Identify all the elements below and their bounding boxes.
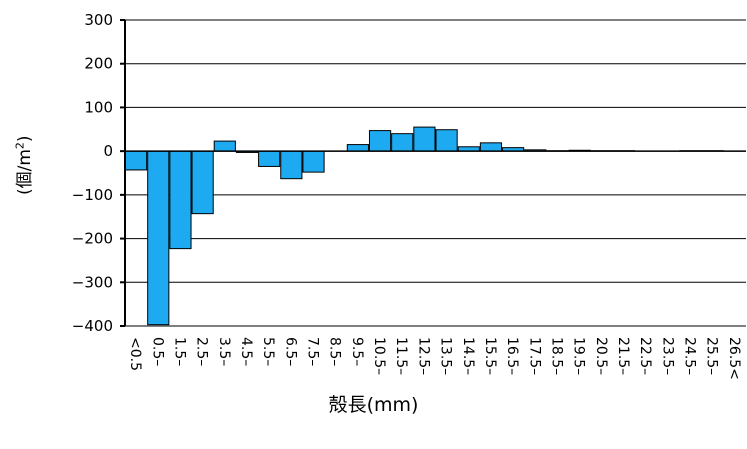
bar xyxy=(126,151,147,170)
x-tick-label: 26.5< xyxy=(726,337,742,380)
bar xyxy=(369,131,390,152)
y-tick-label: −200 xyxy=(72,230,113,248)
bar xyxy=(148,151,169,325)
x-tick-label: 6.5– xyxy=(282,337,298,366)
x-tick-label: 15.5– xyxy=(482,337,498,375)
x-tick-label: 16.5– xyxy=(504,337,520,375)
x-tick-label: 0.5– xyxy=(149,337,165,366)
bar xyxy=(259,151,280,166)
x-tick-label: 25.5– xyxy=(704,337,720,375)
x-tick-label: 10.5– xyxy=(371,337,387,375)
x-tick-label: 4.5– xyxy=(238,337,254,366)
bar xyxy=(303,151,324,172)
x-axis-label: 殻長(mm) xyxy=(0,390,747,417)
y-axis-label-close: ) xyxy=(15,135,35,142)
x-tick-label: 17.5– xyxy=(526,337,542,375)
bar xyxy=(414,127,435,151)
x-tick-label: 7.5– xyxy=(305,337,321,366)
x-tick-label: 11.5– xyxy=(393,337,409,375)
y-tick-label: −400 xyxy=(72,317,113,335)
y-tick-label: −300 xyxy=(72,273,113,291)
y-tick-label: 200 xyxy=(84,55,113,73)
x-tick-label: 14.5– xyxy=(460,337,476,375)
x-tick-label: 24.5– xyxy=(682,337,698,375)
y-tick-label: −100 xyxy=(72,186,113,204)
x-tick-label: 3.5– xyxy=(216,337,232,366)
x-tick-label: 8.5– xyxy=(327,337,343,366)
x-tick-label: 20.5– xyxy=(593,337,609,375)
y-tick-label: 100 xyxy=(84,98,113,116)
x-tick-label: 13.5– xyxy=(438,337,454,375)
bar xyxy=(436,130,457,151)
y-axis-label: (個/m2) xyxy=(10,155,35,195)
bar xyxy=(347,145,368,152)
y-tick-label: 0 xyxy=(103,142,113,160)
y-axis-label-main: (個/m xyxy=(15,149,35,195)
bar xyxy=(192,151,213,214)
x-tick-label: 9.5– xyxy=(349,337,365,366)
bar xyxy=(281,151,302,179)
x-tick-label: 21.5– xyxy=(615,337,631,375)
x-tick-label: 2.5– xyxy=(194,337,210,366)
x-tick-label: 1.5– xyxy=(171,337,187,366)
y-axis-label-sup: 2 xyxy=(13,142,26,149)
x-tick-label: 22.5– xyxy=(637,337,653,375)
bar xyxy=(392,134,413,151)
x-tick-label: 5.5– xyxy=(260,337,276,366)
bar xyxy=(480,143,501,151)
y-tick-label: 300 xyxy=(84,11,113,29)
x-tick-label: 12.5– xyxy=(415,337,431,375)
bar xyxy=(214,141,235,151)
x-tick-label: 18.5– xyxy=(548,337,564,375)
bar xyxy=(170,151,191,248)
x-tick-label: 19.5– xyxy=(571,337,587,375)
x-tick-label: 23.5– xyxy=(659,337,675,375)
x-tick-label: <0.5 xyxy=(127,337,143,371)
